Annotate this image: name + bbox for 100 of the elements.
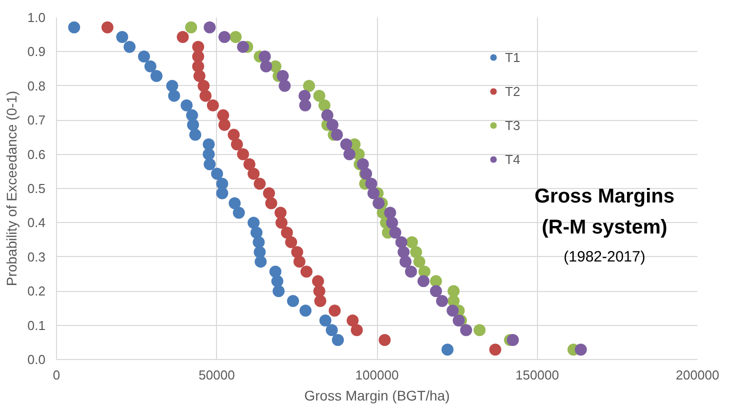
y-tick-label: 0.3 [27, 249, 46, 264]
point [260, 60, 272, 72]
point [232, 206, 245, 219]
point [216, 187, 228, 200]
point [248, 216, 260, 229]
point [278, 80, 291, 92]
point [204, 21, 216, 34]
x-tick-label: 50000 [198, 368, 235, 382]
point [332, 334, 344, 346]
point [252, 236, 265, 248]
point [250, 226, 262, 239]
point [202, 138, 215, 150]
point [206, 99, 219, 112]
point [230, 138, 243, 150]
point [230, 31, 242, 43]
point [262, 187, 275, 200]
point [211, 168, 224, 180]
point [276, 70, 289, 82]
point [303, 80, 316, 92]
point [395, 236, 408, 248]
point [254, 256, 267, 268]
point [406, 236, 418, 248]
point [217, 109, 230, 122]
point [313, 285, 326, 298]
point [448, 285, 460, 298]
point [124, 40, 136, 53]
point [367, 187, 380, 200]
point [198, 80, 210, 92]
point [326, 324, 338, 336]
point [269, 266, 282, 278]
point [180, 99, 193, 112]
legend-label: T2 [505, 84, 522, 98]
point [237, 148, 250, 160]
point [271, 275, 284, 288]
point [216, 178, 228, 190]
y-tick-label: 0.9 [27, 44, 46, 60]
legend-label: T1 [505, 50, 522, 64]
point [328, 304, 341, 317]
point [287, 295, 300, 308]
point [417, 275, 430, 288]
point [150, 70, 162, 82]
point [187, 118, 200, 131]
point [228, 128, 240, 141]
point [248, 168, 260, 180]
x-tick-label: 100000 [355, 368, 399, 382]
y-axis-title: Probability of Exceedance (0-1) [3, 90, 20, 286]
point [218, 118, 230, 131]
point [400, 256, 412, 268]
point [442, 344, 454, 356]
point [192, 40, 204, 53]
point [384, 206, 396, 219]
point [285, 236, 298, 248]
point [258, 50, 271, 62]
point [436, 295, 448, 308]
point [404, 266, 417, 278]
point [192, 60, 204, 72]
point [202, 148, 215, 160]
point [446, 304, 459, 317]
point [365, 178, 378, 190]
point [330, 128, 343, 141]
y-tick-label: 0.2 [27, 284, 46, 299]
y-tick-label: 0.0 [27, 352, 46, 367]
x-tick-label: 0 [52, 368, 60, 382]
point [312, 275, 324, 288]
point [430, 275, 442, 288]
point [293, 256, 306, 268]
point [314, 295, 326, 308]
point [346, 314, 359, 326]
y-tick-label: 0.1 [27, 318, 46, 333]
point [418, 266, 430, 278]
point [413, 256, 426, 268]
point [237, 40, 250, 53]
point [185, 21, 198, 34]
point [343, 148, 356, 160]
x-tick-label: 150000 [516, 368, 559, 382]
point [318, 99, 330, 112]
legend-label: T4 [505, 152, 522, 166]
point [116, 31, 128, 43]
point [291, 246, 304, 258]
x-tick-label: 200000 [676, 368, 720, 382]
point [313, 90, 326, 102]
point [176, 31, 189, 43]
point [474, 324, 486, 336]
x-axis-title: Gross Margin (BGT/ha) [304, 388, 450, 404]
y-tick-label: 1.0 [27, 10, 46, 25]
point [189, 128, 202, 141]
point [460, 324, 472, 336]
y-tick-label: 0.8 [27, 78, 46, 94]
annotation: (1982-2017) [564, 248, 646, 266]
point [274, 206, 287, 219]
point [319, 314, 332, 326]
point [389, 226, 402, 239]
point [356, 158, 369, 170]
point [489, 344, 502, 356]
annotation: (R-M system) [542, 216, 668, 238]
point [200, 90, 212, 102]
legend-label: T3 [505, 118, 522, 132]
point [372, 197, 385, 210]
point [138, 50, 150, 62]
point [300, 304, 312, 317]
